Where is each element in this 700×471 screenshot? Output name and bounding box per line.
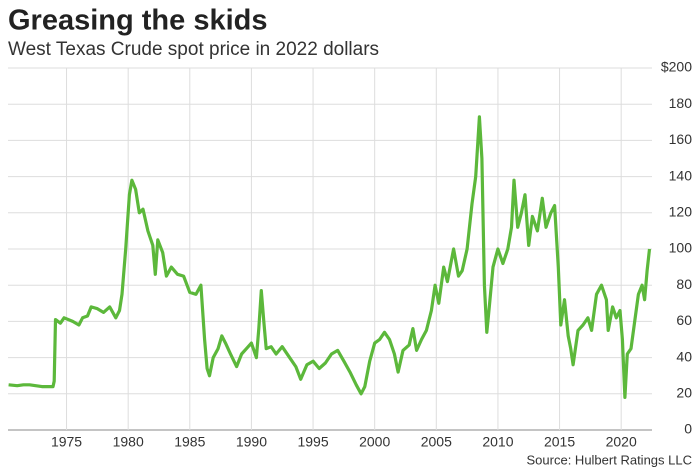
source: Source: Hulbert Ratings LLC (527, 452, 692, 467)
x-tick-label: 1975 (51, 434, 82, 450)
x-tick-label: 1980 (113, 434, 144, 450)
x-tick-label: 2020 (606, 434, 637, 450)
chart-title: Greasing the skids (8, 5, 268, 37)
line (8, 115, 652, 399)
x-tick-label: 1985 (174, 434, 205, 450)
y-tick-label: 160 (669, 131, 693, 147)
y-tick-label: 100 (669, 240, 693, 256)
x-tick-label: 2015 (544, 434, 575, 450)
x-tick-label: 1990 (236, 434, 267, 450)
y-tick-label: 0 (684, 421, 692, 437)
y-tick-label: 180 (669, 95, 693, 111)
x-tick-label: 2000 (359, 434, 390, 450)
y-tick-label: 80 (676, 276, 692, 292)
y-tick-label: 120 (669, 204, 693, 220)
y-tick-label: 140 (669, 167, 693, 183)
y-tick-label: 60 (676, 312, 692, 328)
y-tick-label: $200 (661, 59, 692, 75)
chart-subtitle: West Texas Crude spot price in 2022 doll… (8, 39, 379, 60)
x-tick-label: 2010 (482, 434, 513, 450)
y-tick-label: 40 (676, 348, 692, 364)
y-tick-label: 20 (676, 385, 692, 401)
x-tick-label: 2005 (421, 434, 452, 450)
x-tick-label: 1995 (297, 434, 328, 450)
